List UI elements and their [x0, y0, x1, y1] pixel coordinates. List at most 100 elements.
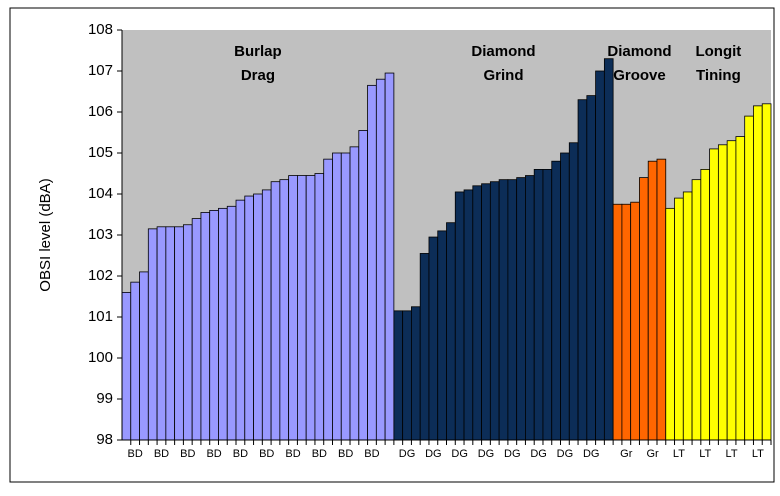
x-tick-label: BD [338, 448, 353, 460]
x-tick-label: LT [673, 448, 685, 460]
bar [332, 152, 342, 441]
bar [481, 183, 491, 441]
bar [349, 146, 360, 441]
y-tick-label: 102 [88, 267, 113, 284]
x-tick-label: BD [285, 448, 300, 460]
x-tick-label: BD [154, 448, 169, 460]
bar [226, 205, 237, 441]
bar [498, 179, 509, 441]
group-label: Tining [696, 67, 741, 84]
y-tick-label: 103 [88, 226, 113, 243]
x-tick-label: DG [451, 448, 468, 460]
bar [305, 175, 316, 441]
bar [174, 226, 184, 441]
bar [253, 193, 263, 441]
bar [428, 236, 439, 441]
bar [489, 181, 500, 441]
bar [437, 230, 447, 441]
bar [516, 177, 526, 441]
bar [279, 179, 290, 441]
bar [709, 148, 719, 441]
bar [218, 207, 228, 441]
bar [446, 222, 456, 441]
bar [209, 209, 219, 441]
x-tick-label: LT [726, 448, 738, 460]
bar [393, 310, 404, 441]
bar [314, 173, 325, 441]
bar [463, 189, 474, 441]
bar [630, 201, 640, 441]
x-tick-label: BD [312, 448, 327, 460]
bar [560, 152, 570, 441]
y-tick-label: 107 [88, 62, 113, 79]
bar [270, 181, 281, 441]
bar [586, 95, 596, 441]
y-tick-label: 100 [88, 349, 113, 366]
x-tick-label: BD [259, 448, 274, 460]
bar [367, 84, 377, 441]
group-label: Groove [613, 67, 666, 84]
bar [717, 144, 728, 441]
bar [454, 191, 465, 441]
bar [542, 168, 553, 441]
bar [358, 130, 368, 441]
bar [191, 218, 202, 441]
bar [744, 115, 754, 441]
bar [419, 253, 430, 441]
bar [261, 189, 272, 441]
bar [647, 160, 658, 441]
y-tick-label: 105 [88, 144, 113, 161]
bar [735, 136, 746, 441]
group-label: Longit [695, 43, 741, 60]
group-label: Diamond [607, 43, 671, 60]
bar [577, 99, 588, 441]
bar [525, 175, 535, 441]
bar [691, 179, 702, 441]
x-tick-label: DG [557, 448, 574, 460]
bar [533, 168, 544, 441]
x-tick-label: Gr [646, 448, 659, 460]
bar [568, 142, 579, 441]
y-tick-label: 101 [88, 308, 113, 325]
bar [612, 203, 623, 441]
bar [384, 72, 395, 441]
bar [551, 160, 561, 441]
bar [472, 185, 482, 441]
bar [595, 70, 605, 441]
x-tick-label: DG [583, 448, 600, 460]
bar [235, 199, 246, 441]
bar [621, 203, 632, 441]
bar [200, 212, 211, 441]
bar [411, 306, 421, 441]
y-tick-label: 99 [96, 390, 113, 407]
bar [726, 140, 737, 441]
bar [639, 177, 649, 441]
y-tick-label: 98 [96, 431, 113, 448]
x-tick-label: LT [752, 448, 764, 460]
x-tick-label: BD [364, 448, 379, 460]
bar [507, 179, 518, 441]
x-tick-label: BD [180, 448, 195, 460]
group-label: Grind [484, 67, 524, 84]
bar [753, 105, 763, 441]
y-axis-label: OBSI level (dBA) [37, 178, 54, 291]
x-tick-label: DG [478, 448, 495, 460]
bar [700, 168, 711, 441]
bar [682, 191, 693, 441]
x-tick-label: BD [206, 448, 221, 460]
bar [182, 224, 193, 441]
bar [323, 158, 333, 441]
bar [244, 195, 254, 441]
group-label: Diamond [471, 43, 535, 60]
bar [674, 197, 684, 441]
x-tick-label: DG [530, 448, 547, 460]
x-tick-label: DG [504, 448, 521, 460]
y-tick-label: 106 [88, 103, 113, 120]
bar [402, 310, 412, 441]
x-tick-label: BD [128, 448, 143, 460]
group-label: Drag [241, 67, 275, 84]
bar [665, 207, 675, 441]
bar [156, 226, 167, 441]
bar [656, 158, 667, 441]
x-tick-label: BD [233, 448, 248, 460]
